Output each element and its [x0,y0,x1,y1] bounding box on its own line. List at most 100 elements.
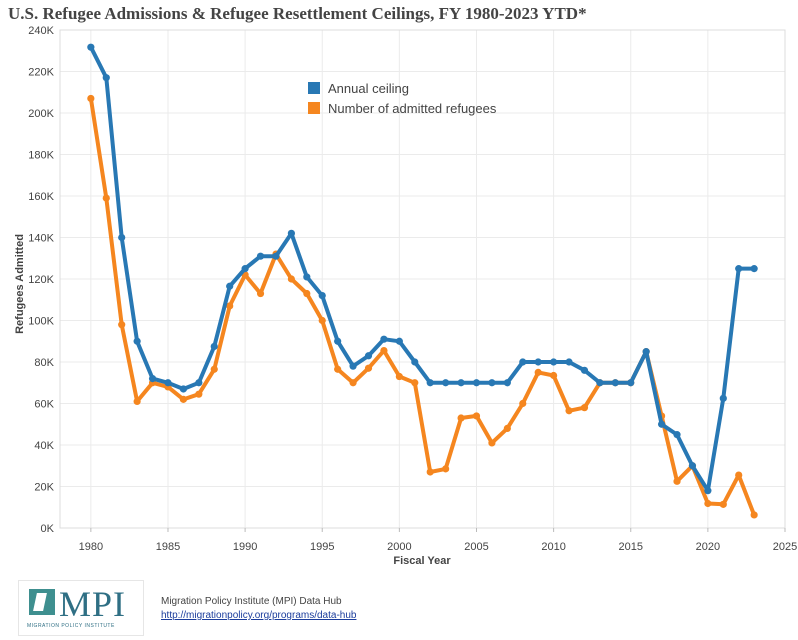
mpi-logo[interactable]: MPI MIGRATION POLICY INSTITUTE [18,580,144,636]
mpi-logo-text: MPI [59,584,127,624]
data-point[interactable] [334,337,342,345]
x-tick-label: 1990 [233,541,257,553]
data-point[interactable] [272,252,280,260]
data-point[interactable] [87,43,95,51]
data-point[interactable] [395,372,403,381]
data-point[interactable] [719,500,727,508]
data-point[interactable] [472,379,481,387]
y-tick-label: 180K [28,150,54,162]
x-axis-label: Fiscal Year [393,555,451,567]
data-point[interactable] [395,337,403,345]
y-tick-label: 120K [28,274,54,286]
data-point[interactable] [719,394,727,402]
data-point[interactable] [210,365,218,373]
data-point[interactable] [287,229,295,237]
data-point[interactable] [118,233,126,242]
data-point[interactable] [534,368,542,376]
data-point[interactable] [364,352,373,360]
data-point[interactable] [442,379,450,387]
data-point[interactable] [704,499,712,508]
data-point[interactable] [550,371,558,380]
data-point[interactable] [226,302,234,310]
data-point[interactable] [179,395,188,403]
data-point[interactable] [349,379,357,387]
data-point[interactable] [457,414,465,422]
data-point[interactable] [488,439,496,447]
data-point[interactable] [256,252,265,260]
data-point[interactable] [241,265,249,273]
data-point[interactable] [735,471,743,479]
data-point[interactable] [673,431,681,439]
data-point[interactable] [318,316,326,325]
data-point[interactable] [704,487,712,495]
data-point[interactable] [195,390,203,398]
y-tick-label: 200K [28,108,54,120]
x-tick-label: 2015 [619,541,643,553]
data-point[interactable] [226,282,234,290]
data-point[interactable] [118,321,126,329]
data-point[interactable] [334,365,342,373]
data-point[interactable] [133,397,141,406]
data-point[interactable] [426,379,434,387]
data-point[interactable] [318,292,326,300]
data-point[interactable] [287,275,295,283]
y-tick-label: 220K [28,67,54,79]
data-point[interactable] [210,342,218,351]
x-tick-label: 2005 [464,541,488,553]
legend-label: Number of admitted refugees [328,101,497,116]
data-point[interactable] [411,358,419,366]
line-chart: 0K 20K 40K 60K 80K 100K 120K 140K 160K 180K 200K 22… [14,25,797,567]
x-tick-label: 2020 [696,541,720,553]
data-point[interactable] [148,375,157,383]
data-point[interactable] [411,379,419,387]
data-point[interactable] [133,337,141,345]
data-point[interactable] [380,346,388,355]
data-point[interactable] [580,366,589,374]
data-point[interactable] [472,412,481,420]
data-point[interactable] [627,379,635,387]
data-point[interactable] [303,273,311,281]
data-point[interactable] [303,289,311,298]
data-point[interactable] [164,379,172,387]
data-point[interactable] [102,194,110,202]
axes: 0K 20K 40K 60K 80K 100K 120K 140K 160K 180K 200K 22… [28,25,797,553]
data-point[interactable] [102,74,110,82]
data-point[interactable] [195,379,203,387]
data-point[interactable] [364,364,373,372]
series [87,43,758,519]
y-axis-label: Refugees Admitted [14,234,26,334]
data-point[interactable] [256,289,265,298]
data-point[interactable] [426,468,434,476]
data-point[interactable] [179,385,188,393]
data-point[interactable] [534,358,542,366]
data-point[interactable] [565,407,573,415]
data-point[interactable] [503,379,511,387]
data-point[interactable] [596,379,604,387]
data-point[interactable] [642,348,650,356]
data-point[interactable] [550,358,558,366]
data-point[interactable] [611,379,619,387]
data-point[interactable] [565,358,573,366]
data-point[interactable] [580,404,589,412]
data-point[interactable] [442,465,450,473]
y-tick-label: 140K [28,233,54,245]
data-point[interactable] [673,477,681,485]
data-point[interactable] [519,358,527,366]
data-point[interactable] [349,362,357,370]
legend: Annual ceiling Number of admitted refugee… [308,81,497,116]
data-point[interactable] [519,399,527,408]
y-tick-label: 80K [34,357,54,369]
data-point[interactable] [380,335,388,343]
data-point[interactable] [488,379,496,387]
data-point[interactable] [750,265,758,273]
data-point[interactable] [87,94,95,103]
x-tick-label: 2025 [773,541,797,553]
data-point[interactable] [735,265,743,273]
data-point[interactable] [750,511,758,519]
footer: MPI MIGRATION POLICY INSTITUTE Migration… [18,578,518,636]
data-point[interactable] [688,462,697,470]
data-point[interactable] [457,379,465,387]
data-point[interactable] [503,424,511,432]
source-link[interactable]: http://migrationpolicy.org/programs/data… [161,610,357,621]
data-point[interactable] [657,420,666,428]
